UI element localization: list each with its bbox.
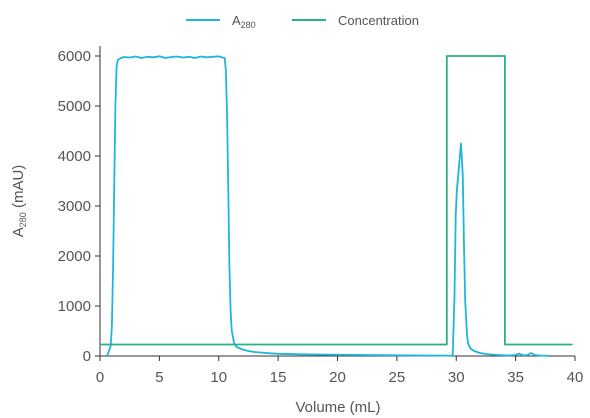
x-tick-label: 40 [567,369,584,386]
x-tick-label: 30 [448,369,465,386]
y-tick-label: 5000 [58,98,91,115]
y-tick-label: 3000 [58,198,91,215]
x-axis-title: Volume (mL) [295,399,380,416]
x-ticks: 0 5 10 15 20 25 30 35 40 [96,356,584,386]
legend-label-concentration: Concentration [338,13,419,28]
x-tick-label: 15 [270,369,287,386]
x-tick-label: 25 [389,369,406,386]
legend-label-a280: A280 [232,13,256,30]
legend: A280 Concentration [186,13,419,30]
x-tick-label: 20 [329,369,346,386]
y-axis-title: A280 (mAU) [10,165,28,238]
x-tick-label: 35 [507,369,524,386]
x-tick-label: 5 [155,369,163,386]
y-tick-label: 2000 [58,248,91,265]
y-tick-label: 0 [83,348,91,365]
x-tick-label: 10 [210,369,227,386]
y-tick-label: 6000 [58,48,91,65]
y-ticks: 0 1000 2000 3000 4000 5000 6000 [58,48,100,365]
series-line-a280 [106,55,549,357]
y-tick-label: 1000 [58,298,91,315]
series-layer [100,55,573,357]
series-line-concentration [100,55,573,346]
x-tick-label: 0 [96,369,104,386]
y-tick-label: 4000 [58,148,91,165]
